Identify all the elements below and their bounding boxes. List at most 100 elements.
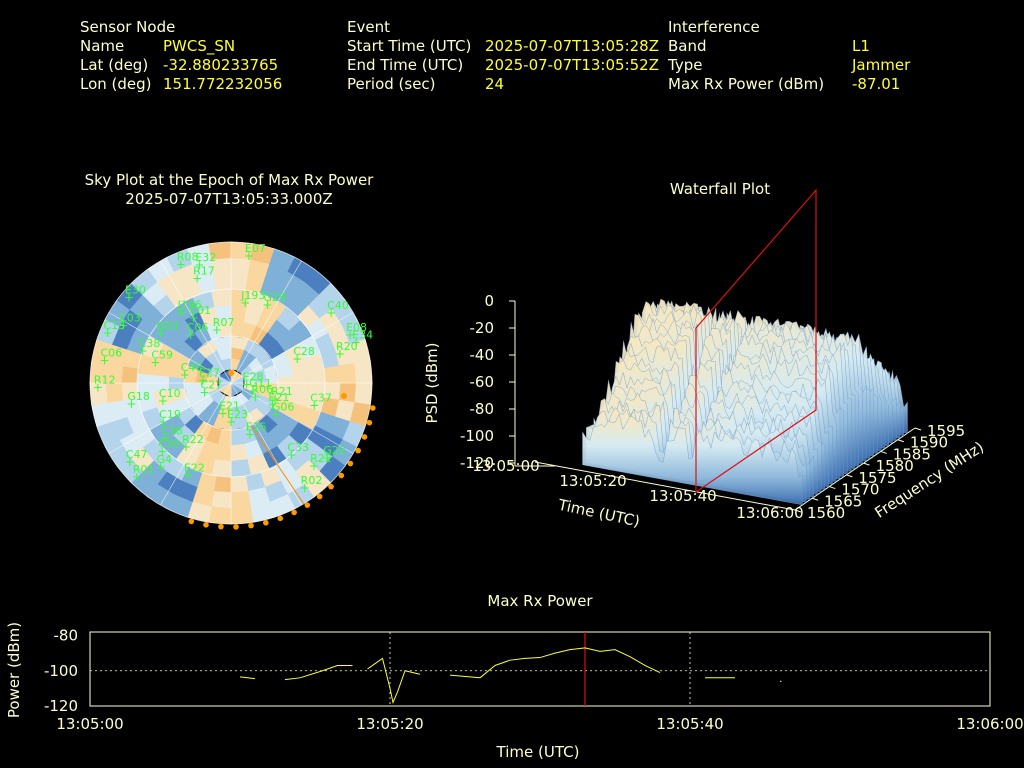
- satellite-label: C01: [189, 304, 211, 317]
- sky-horizon-marker: [188, 518, 195, 525]
- satellite-c13: +C13: [102, 319, 125, 340]
- satellite-g03: +G03: [155, 320, 179, 341]
- satellite-marker: +: [125, 455, 135, 469]
- satellite-marker: +: [245, 428, 255, 442]
- satellite-label: J193: [240, 289, 265, 302]
- satellite-marker: +: [292, 352, 302, 366]
- waterfall-time-label: Time (UTC): [556, 495, 642, 530]
- event-end-label: End Time (UTC): [347, 56, 464, 74]
- satellite-label: E22: [184, 461, 205, 474]
- satellite-marker: +: [132, 470, 142, 484]
- waterfall-freq-tick: [846, 474, 853, 478]
- satellite-marker: +: [270, 392, 280, 406]
- sky-azimuth-spoke: [230, 382, 302, 506]
- satellite-marker: +: [345, 328, 355, 342]
- satellite-marker: +: [351, 335, 361, 349]
- satellite-r01: +R01: [132, 463, 155, 484]
- maxrx-series-segment: [284, 664, 353, 681]
- sky-azimuth-spoke: [160, 382, 232, 506]
- satellite-c37: +C37: [309, 391, 332, 412]
- satellite-marker: +: [309, 459, 319, 473]
- satellite-c06b: +C06: [99, 347, 122, 368]
- satellite-c10: +C10: [158, 387, 181, 408]
- satellite-r08: +R08: [176, 251, 199, 272]
- satellite-label: J196: [177, 298, 202, 311]
- satellite-marker: +: [326, 306, 336, 320]
- satellite-marker: +: [118, 319, 128, 333]
- interference-type-value: Jammer: [852, 56, 911, 74]
- satellite-label: E08: [346, 321, 367, 334]
- satellite-marker: +: [181, 440, 191, 454]
- satellite-label: R07: [213, 316, 235, 329]
- satellite-label: C40: [181, 361, 203, 374]
- sky-heatmap-cell: [230, 506, 254, 525]
- sky-marker: [341, 393, 347, 399]
- sky-horizon-marker: [304, 502, 311, 508]
- waterfall-freq-tick: [897, 439, 905, 443]
- maxrx-y-label: Power (dBm): [5, 622, 23, 718]
- satellite-marker: +: [158, 394, 168, 408]
- sky-heatmap-cell: [338, 382, 357, 403]
- waterfall-freq-tick-label: 1595: [927, 422, 965, 440]
- satellite-label: R21: [271, 385, 293, 398]
- waterfall-z-tick-label: -120: [460, 454, 494, 472]
- sky-azimuth-spoke: [108, 382, 232, 454]
- satellite-label: G06: [272, 400, 295, 413]
- satellite-label: G03: [156, 320, 179, 333]
- satellite-c33: +C33: [286, 441, 309, 462]
- satellite-marker: +: [244, 249, 254, 263]
- satellite-label: R08: [177, 251, 199, 264]
- satellite-c40: +C40: [326, 299, 349, 320]
- satellite-r20: +R20: [335, 340, 358, 361]
- waterfall-freq-tick-label: 1580: [876, 457, 914, 475]
- maxrx-y-tick-label: -80: [54, 627, 79, 645]
- satellite-marker: +: [93, 381, 103, 395]
- satellite-marker: +: [158, 415, 168, 429]
- satellite-label: R22: [182, 433, 204, 446]
- sky-horizon-marker: [361, 434, 368, 440]
- satellite-e21b: +E21: [218, 399, 240, 420]
- skyplot-epoch: 2025-07-07T13:05:33.000Z: [125, 190, 333, 208]
- satellite-label: C37: [310, 391, 332, 404]
- sky-azimuth-spoke: [230, 382, 354, 454]
- waterfall-z-label: PSD (dBm): [423, 342, 441, 423]
- sensor-lon-value: 151.772232056: [163, 75, 283, 93]
- event-heading: Event: [347, 18, 390, 36]
- waterfall-freq-tick: [914, 427, 922, 431]
- waterfall-z-tick-label: -100: [460, 427, 494, 445]
- interference-band-value: L1: [852, 37, 870, 55]
- satellite-r12: +R12: [93, 374, 116, 395]
- satellite-label: C06: [100, 347, 122, 360]
- satellite-label: C27: [201, 379, 223, 392]
- satellite-marker: +: [99, 354, 109, 368]
- satellite-marker: +: [155, 460, 165, 474]
- sky-horizon-marker: [218, 523, 224, 530]
- waterfall-freq-tick-label: 1575: [858, 469, 896, 487]
- maxrx-x-tick-label: 13:06:00: [956, 715, 1023, 733]
- waterfall-plot: 0 -20 -40 -60 -80 -100 -120 PSD (dBm) 13:05:00 13…: [423, 188, 987, 531]
- satellite-marker: +: [102, 326, 112, 340]
- waterfall-freq-tick: [880, 450, 887, 454]
- satellite-c01: +C01: [188, 304, 211, 325]
- maxrx-x-label: Time (UTC): [496, 743, 580, 761]
- satellite-marker: +: [309, 398, 319, 412]
- satellite-marker: +: [271, 407, 281, 421]
- sky-heatmap-cell: [323, 365, 341, 384]
- sky-horizon-marker: [263, 519, 269, 526]
- waterfall-freq-tick-label: 1590: [910, 434, 948, 452]
- maxrx-series-segment: [479, 647, 661, 679]
- satellite-label: C30: [158, 438, 180, 451]
- sky-horizon-marker: [366, 419, 373, 426]
- sky-heatmap-cell: [230, 490, 251, 509]
- satellite-marker: +: [322, 451, 332, 465]
- sky-heatmap-cell: [338, 363, 357, 384]
- sky-azimuth-spoke: [230, 312, 354, 384]
- satellite-label: C40: [327, 299, 349, 312]
- maxrx-x-tick-label: 13:05:00: [56, 715, 123, 733]
- interference-type-label: Type: [668, 56, 703, 74]
- satellite-r06: +R06: [250, 383, 273, 404]
- sky-horizon-marker: [370, 405, 376, 411]
- sky-heatmap-cell: [354, 360, 373, 384]
- satellite-r22b: +R22: [309, 452, 332, 473]
